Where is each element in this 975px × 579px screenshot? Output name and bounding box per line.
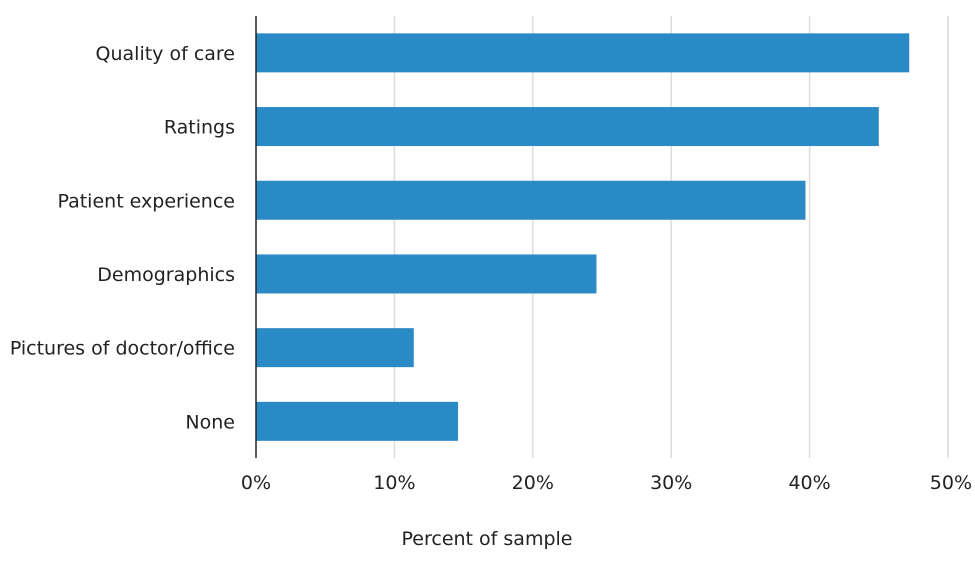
x-tick-labels: 0% 10% 20% 30% 40% 50% bbox=[241, 472, 972, 494]
x-tick-label-3: 30% bbox=[650, 472, 692, 494]
bars bbox=[256, 33, 910, 441]
bar-2 bbox=[256, 180, 806, 220]
category-label-1: Ratings bbox=[164, 117, 235, 139]
x-tick-label-0: 0% bbox=[241, 472, 271, 494]
gridlines bbox=[393, 16, 949, 458]
x-tick-label-5: 50% bbox=[930, 472, 972, 494]
x-tick-label-4: 40% bbox=[788, 472, 830, 494]
category-labels: Quality of care Ratings Patient experience… bbox=[10, 43, 235, 434]
x-tick-label-1: 10% bbox=[373, 472, 415, 494]
bar-0 bbox=[256, 33, 910, 73]
bar-4 bbox=[256, 328, 414, 368]
category-label-4: Pictures of doctor/office bbox=[10, 338, 235, 360]
category-label-3: Demographics bbox=[97, 264, 235, 286]
x-axis-title: Percent of sample bbox=[402, 528, 573, 550]
bar-1 bbox=[256, 107, 879, 147]
x-tick-label-2: 20% bbox=[512, 472, 554, 494]
bar-5 bbox=[256, 401, 459, 441]
bar-3 bbox=[256, 254, 597, 294]
category-label-5: None bbox=[185, 411, 235, 433]
category-label-2: Patient experience bbox=[57, 190, 235, 212]
category-label-0: Quality of care bbox=[96, 43, 235, 65]
